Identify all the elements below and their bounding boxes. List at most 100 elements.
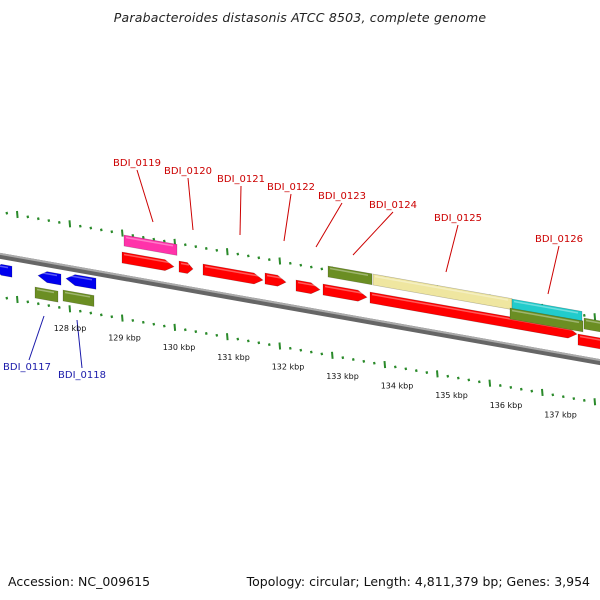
outer-ring-minor-tick (194, 245, 198, 249)
inner-ring-minor-tick (425, 371, 429, 374)
gene-label[interactable]: BDI_0125 (434, 213, 482, 224)
leader-line (76, 319, 83, 369)
outer-ring-minor-tick (152, 237, 156, 241)
inner-ring-minor-tick (288, 346, 292, 350)
gene-sheen (36, 288, 55, 294)
inner-ring-minor-tick (57, 305, 61, 309)
gene-sheen (180, 262, 190, 266)
leader-line (239, 185, 242, 236)
inner-ring-minor-tick (477, 380, 481, 384)
gene-label[interactable]: BDI_0122 (267, 182, 315, 193)
outer-ring-major-tick (278, 257, 282, 265)
backbone (0, 252, 600, 366)
inner-ring-minor-tick (372, 361, 376, 365)
scale-label: 132 kbp (272, 362, 305, 371)
gene-sheen (204, 265, 260, 277)
inner-ring-major-tick (593, 398, 597, 406)
inner-ring-minor-tick (204, 332, 208, 335)
outer-ring-minor-tick (204, 247, 208, 250)
inner-ring-minor-tick (236, 337, 240, 341)
outer-ring-minor-tick (246, 254, 250, 258)
outer-ring-minor-tick (257, 256, 261, 260)
backbone-highlight (0, 252, 600, 362)
gene-arrow (202, 263, 264, 285)
inner-ring-major-tick (331, 351, 334, 359)
outer-ring-minor-tick (215, 248, 219, 252)
inner-ring-major-tick (121, 314, 124, 322)
inner-ring-minor-tick (99, 313, 103, 317)
inner-ring-major-tick (226, 333, 229, 341)
outer-ring-minor-tick (141, 235, 145, 239)
gene-block (123, 234, 178, 256)
gene-label[interactable]: BDI_0124 (369, 200, 417, 211)
gene-label[interactable]: BDI_0117 (3, 362, 51, 373)
inner-ring-minor-tick (404, 367, 408, 371)
inner-ring-minor-tick (561, 395, 565, 399)
outer-ring-minor-tick (582, 313, 586, 317)
inner-ring-minor-tick (309, 350, 313, 354)
gene-sheen (123, 253, 171, 264)
leader-line (352, 211, 394, 256)
inner-ring-major-tick (488, 379, 492, 387)
inner-ring-minor-tick (414, 369, 418, 373)
outer-ring-major-tick (121, 229, 124, 237)
gene-block (34, 286, 59, 303)
scale-label: 135 kbp (435, 391, 468, 400)
inner-ring-minor-tick (194, 330, 198, 334)
inner-ring-minor-tick (162, 324, 166, 328)
inner-ring-minor-tick (446, 374, 450, 378)
inner-ring-minor-tick (267, 343, 271, 347)
gene-sheen (329, 267, 369, 276)
genome-summary-text: Topology: circular; Length: 4,811,379 bp… (246, 574, 590, 589)
gene-label[interactable]: BDI_0119 (113, 158, 161, 169)
inner-ring-major-tick (436, 370, 439, 378)
inner-ring-major-tick (278, 342, 282, 350)
inner-ring-minor-tick (572, 397, 576, 401)
gene-label[interactable]: BDI_0118 (58, 370, 106, 381)
inner-ring-minor-tick (467, 378, 471, 382)
outer-ring-minor-tick (26, 215, 30, 219)
gene-block (583, 317, 600, 333)
scale-label: 136 kbp (490, 401, 523, 410)
backbone-line (0, 252, 600, 366)
outer-ring-minor-tick (320, 267, 324, 271)
leader-line (315, 202, 343, 248)
gene-arrow (37, 271, 62, 286)
scale-label: 131 kbp (217, 353, 250, 362)
inner-ring-minor-tick (519, 387, 523, 391)
gene-label[interactable]: BDI_0123 (318, 191, 366, 202)
inner-ring-minor-tick (299, 348, 303, 352)
outer-ring-minor-tick (78, 224, 82, 228)
inner-ring-minor-tick (110, 315, 114, 319)
gene-sheen (125, 236, 174, 247)
outer-ring-minor-tick (57, 220, 61, 224)
gene-label[interactable]: BDI_0120 (164, 166, 212, 177)
gene-arrow (264, 272, 287, 287)
gene-sheen (39, 271, 58, 277)
inner-ring-minor-tick (362, 359, 366, 363)
scale-label: 130 kbp (163, 343, 196, 352)
gene-arrow (295, 279, 321, 295)
inner-ring-minor-tick (582, 398, 586, 402)
outer-ring-minor-tick (299, 263, 303, 267)
gene-sheen (513, 300, 579, 314)
gene-block (62, 289, 95, 307)
gene-label[interactable]: BDI_0121 (217, 174, 265, 185)
outer-ring-minor-tick (288, 261, 292, 265)
outer-ring-minor-tick (183, 243, 187, 247)
leader-line (547, 245, 560, 295)
inner-ring-major-tick (16, 295, 19, 304)
gene-sheen (0, 265, 9, 269)
inner-ring-minor-tick (26, 300, 30, 304)
label-leader-lines (28, 169, 560, 369)
outer-ring-minor-tick (47, 219, 51, 223)
gene-sheen (64, 291, 91, 298)
gene-block (327, 265, 373, 286)
outer-ring-major-tick (593, 313, 597, 321)
inner-ring-major-tick (173, 323, 177, 331)
gene-label[interactable]: BDI_0126 (535, 234, 583, 245)
scale-label: 137 kbp (544, 410, 577, 419)
gene-arrow (178, 260, 194, 274)
